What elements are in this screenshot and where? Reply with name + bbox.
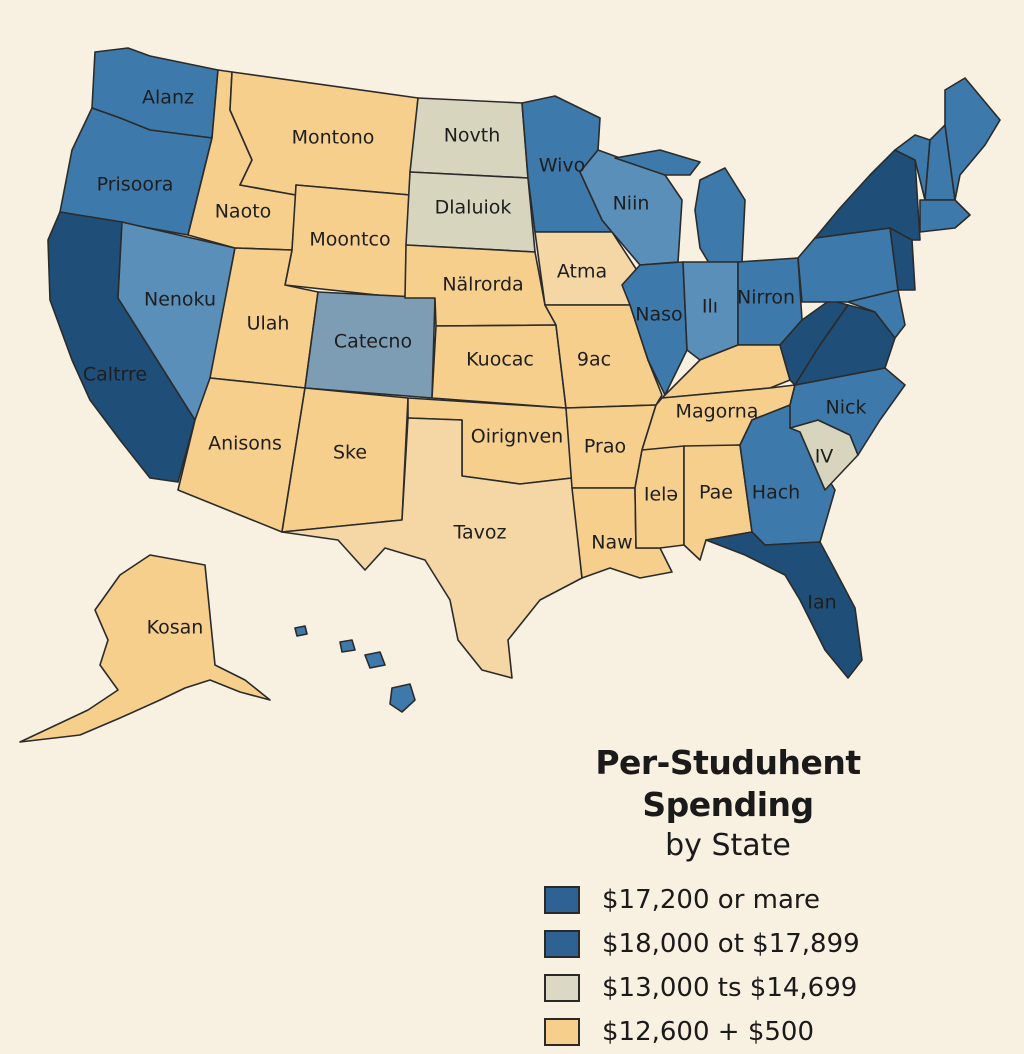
hawaii-island-kauai — [294, 625, 308, 637]
legend-label-tier1: $17,200 or mare — [602, 885, 821, 915]
label-wisconsin: Niin — [613, 193, 650, 215]
state-north-carolina[interactable] — [789, 367, 906, 456]
hawaii-island-maui — [364, 651, 386, 669]
label-north-dakota: Novth — [444, 125, 501, 147]
label-nebraska: Nälrorda — [442, 274, 523, 296]
label-arkansas: Prao — [584, 436, 626, 458]
state-texas[interactable] — [281, 417, 583, 679]
legend-swatch-tier1 — [544, 886, 580, 914]
label-idaho: Naoto — [215, 201, 272, 223]
state-new-york[interactable] — [814, 149, 921, 241]
hawaii-island-oahu — [339, 639, 356, 653]
label-alabama: Pae — [699, 482, 733, 504]
label-south-carolina: IV — [815, 446, 834, 468]
label-tennessee: Magorna — [676, 401, 759, 423]
state-pennsylvania[interactable] — [797, 227, 899, 303]
label-montana: Montono — [292, 127, 375, 149]
state-arizona[interactable] — [177, 377, 306, 533]
label-washington: Alanz — [142, 87, 194, 109]
legend-item-tier1: $17,200 or mare — [538, 878, 918, 922]
legend: Per-Studuhent Spending by State $17,200 … — [538, 742, 918, 1054]
label-indiana: Ilı — [702, 296, 718, 318]
label-iowa: Atma — [557, 261, 607, 283]
label-georgia: Hach — [752, 482, 800, 504]
state-florida[interactable] — [705, 531, 863, 679]
label-louisiana: Naw — [591, 532, 632, 554]
legend-subtitle: by State — [665, 828, 791, 863]
label-colorado: Catecno — [334, 331, 412, 353]
label-missouri: 9ac — [577, 349, 611, 371]
label-utah: Ulah — [247, 313, 290, 335]
legend-item-tier4: $12,600 + $500 — [538, 1010, 918, 1054]
state-maryland[interactable] — [847, 289, 906, 339]
label-illinois: Naso — [635, 304, 682, 326]
label-north-carolina: Nick — [826, 397, 867, 419]
label-south-dakota: Dlaluiok — [435, 197, 512, 219]
label-new-mexico: Ske — [333, 442, 367, 464]
legend-label-tier4: $12,600 + $500 — [602, 1017, 814, 1047]
label-mississippi: Ielə — [644, 484, 678, 506]
state-hawaii[interactable] — [389, 683, 416, 713]
label-minnesota: Wivo — [539, 155, 586, 177]
state-alaska[interactable] — [19, 554, 271, 743]
label-kansas: Kuocac — [466, 349, 534, 371]
label-alaska: Kosan — [147, 617, 204, 639]
legend-swatch-tier4 — [544, 1018, 580, 1046]
legend-label-tier2: $18,000 ot $17,899 — [602, 929, 860, 959]
label-nevada: Nenoku — [144, 289, 216, 311]
label-wyoming: Moontco — [309, 229, 390, 251]
label-arizona: Anisons — [208, 433, 282, 455]
legend-swatch-tier2 — [544, 930, 580, 958]
state-massachusetts[interactable] — [919, 199, 971, 233]
label-california: Caltrre — [83, 364, 147, 386]
state-maine[interactable] — [944, 77, 1001, 201]
label-texas: Tavoz — [453, 522, 507, 544]
state-hawaii-group — [294, 625, 416, 713]
legend-item-tier3: $13,000 ts $14,699 — [538, 966, 918, 1010]
label-oklahoma: Oirignven — [471, 426, 563, 448]
legend-swatch-tier3 — [544, 974, 580, 1002]
legend-label-tier3: $13,000 ts $14,699 — [602, 973, 858, 1003]
label-oregon: Prisoora — [97, 174, 174, 196]
legend-item-tier2: $18,000 ot $17,899 — [538, 922, 918, 966]
map-canvas: Alanz Prisoora Caltrre Nenoku Naoto Mont… — [19, 47, 1001, 1047]
us-map: Alanz Prisoora Caltrre Nenoku Naoto Mont… — [19, 47, 1001, 743]
state-wyoming[interactable] — [284, 184, 411, 299]
label-florida: Ian — [807, 592, 836, 614]
legend-title: Per-Studuhent Spending — [595, 743, 861, 824]
label-ohio: Nirron — [737, 287, 795, 309]
